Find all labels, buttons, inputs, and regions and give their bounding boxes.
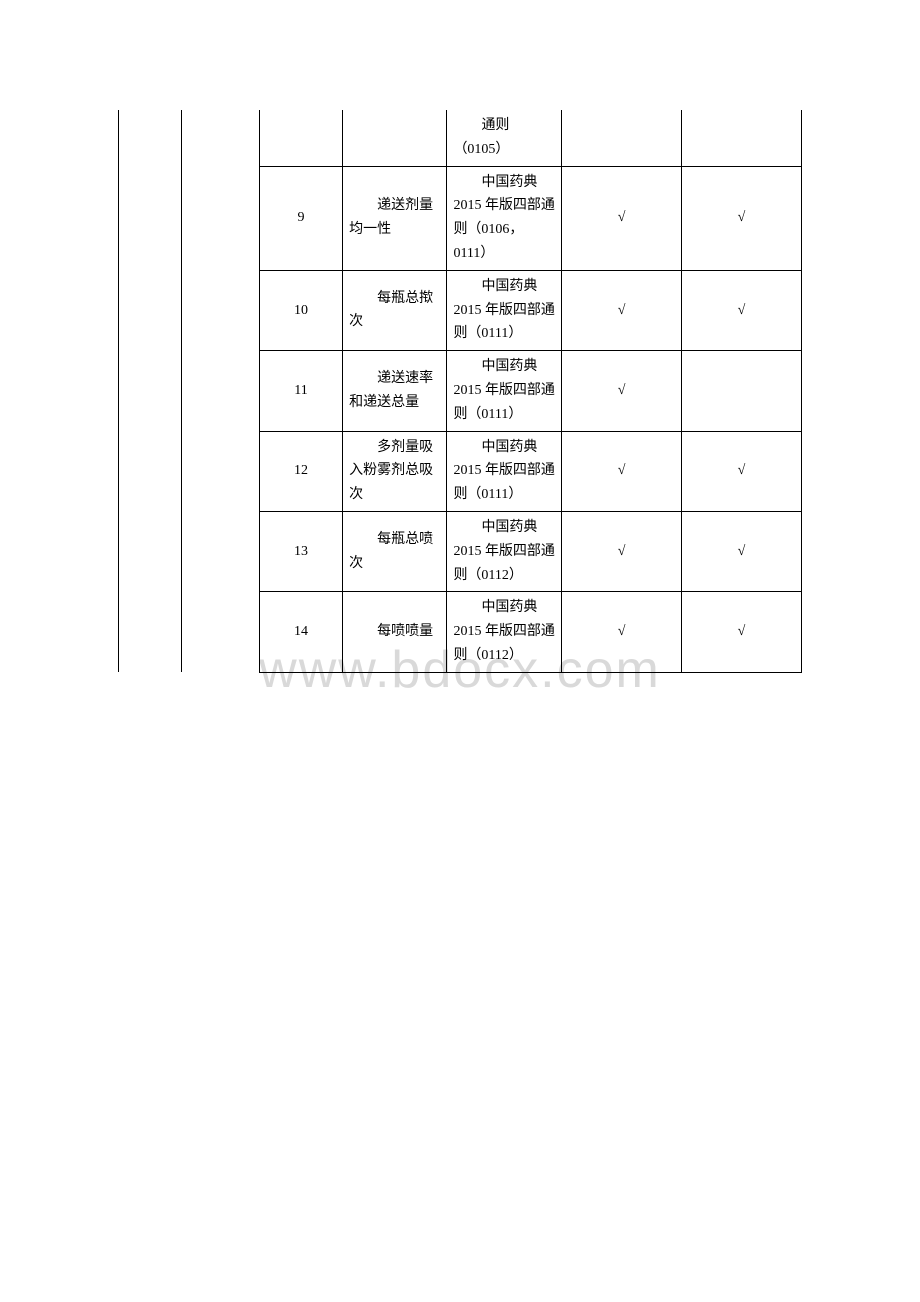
cell-item (343, 110, 447, 166)
item-text: 多剂量吸入粉雾剂总吸次 (349, 436, 440, 507)
cell-ref: 中国药典2015 年版四部通则（0112） (447, 511, 562, 591)
cell-num: 9 (259, 166, 342, 270)
cell-num: 13 (259, 511, 342, 591)
cell-item: 递送速率和递送总量 (343, 351, 447, 431)
cell-check2 (682, 351, 802, 431)
ref-text: 中国药典2015 年版四部通则（0112） (453, 516, 555, 587)
cell-num: 10 (259, 270, 342, 350)
table-row: 通则（0105） (119, 110, 802, 166)
cell-check1: √ (562, 592, 682, 672)
item-text: 递送速率和递送总量 (349, 367, 440, 415)
cell-ref: 中国药典2015 年版四部通则（0111） (447, 270, 562, 350)
cell-item: 多剂量吸入粉雾剂总吸次 (343, 431, 447, 511)
cell-ref: 中国药典2015 年版四部通则（0111） (447, 431, 562, 511)
cell-num: 12 (259, 431, 342, 511)
cell-item: 每喷喷量 (343, 592, 447, 672)
cell-item: 每瓶总揿次 (343, 270, 447, 350)
cell-check1: √ (562, 270, 682, 350)
cell-check2: √ (682, 270, 802, 350)
cell-check2: √ (682, 166, 802, 270)
item-text: 每喷喷量 (349, 620, 440, 644)
cell-check2: √ (682, 592, 802, 672)
cell-check1: √ (562, 431, 682, 511)
cell-item: 每瓶总喷次 (343, 511, 447, 591)
ref-text: 中国药典2015 年版四部通则（0106，0111） (453, 171, 555, 266)
data-table: 通则（0105） 9 递送剂量均一性 中国药典2015 年版四部通则（0106，… (118, 110, 802, 673)
cell-item: 递送剂量均一性 (343, 166, 447, 270)
item-text: 递送剂量均一性 (349, 194, 440, 242)
cell-check1 (562, 110, 682, 166)
ref-text: 中国药典2015 年版四部通则（0111） (453, 355, 555, 426)
item-text: 每瓶总喷次 (349, 528, 440, 576)
table-body: 通则（0105） 9 递送剂量均一性 中国药典2015 年版四部通则（0106，… (119, 110, 802, 672)
cell-check2: √ (682, 431, 802, 511)
cell-check2 (682, 110, 802, 166)
cell-ref: 中国药典2015 年版四部通则（0106，0111） (447, 166, 562, 270)
cell-check2: √ (682, 511, 802, 591)
ref-text: 中国药典2015 年版四部通则（0112） (453, 596, 555, 667)
cell-num: 11 (259, 351, 342, 431)
ref-text: 中国药典2015 年版四部通则（0111） (453, 436, 555, 507)
cell-check1: √ (562, 351, 682, 431)
cell-ref: 中国药典2015 年版四部通则（0112） (447, 592, 562, 672)
cell-check1: √ (562, 511, 682, 591)
cell-col1 (119, 110, 182, 672)
cell-num: 14 (259, 592, 342, 672)
item-text: 每瓶总揿次 (349, 287, 440, 335)
cell-col2 (181, 110, 259, 672)
cell-check1: √ (562, 166, 682, 270)
ref-text: 通则（0105） (453, 114, 555, 162)
ref-text: 中国药典2015 年版四部通则（0111） (453, 275, 555, 346)
cell-num (259, 110, 342, 166)
cell-ref: 通则（0105） (447, 110, 562, 166)
cell-ref: 中国药典2015 年版四部通则（0111） (447, 351, 562, 431)
